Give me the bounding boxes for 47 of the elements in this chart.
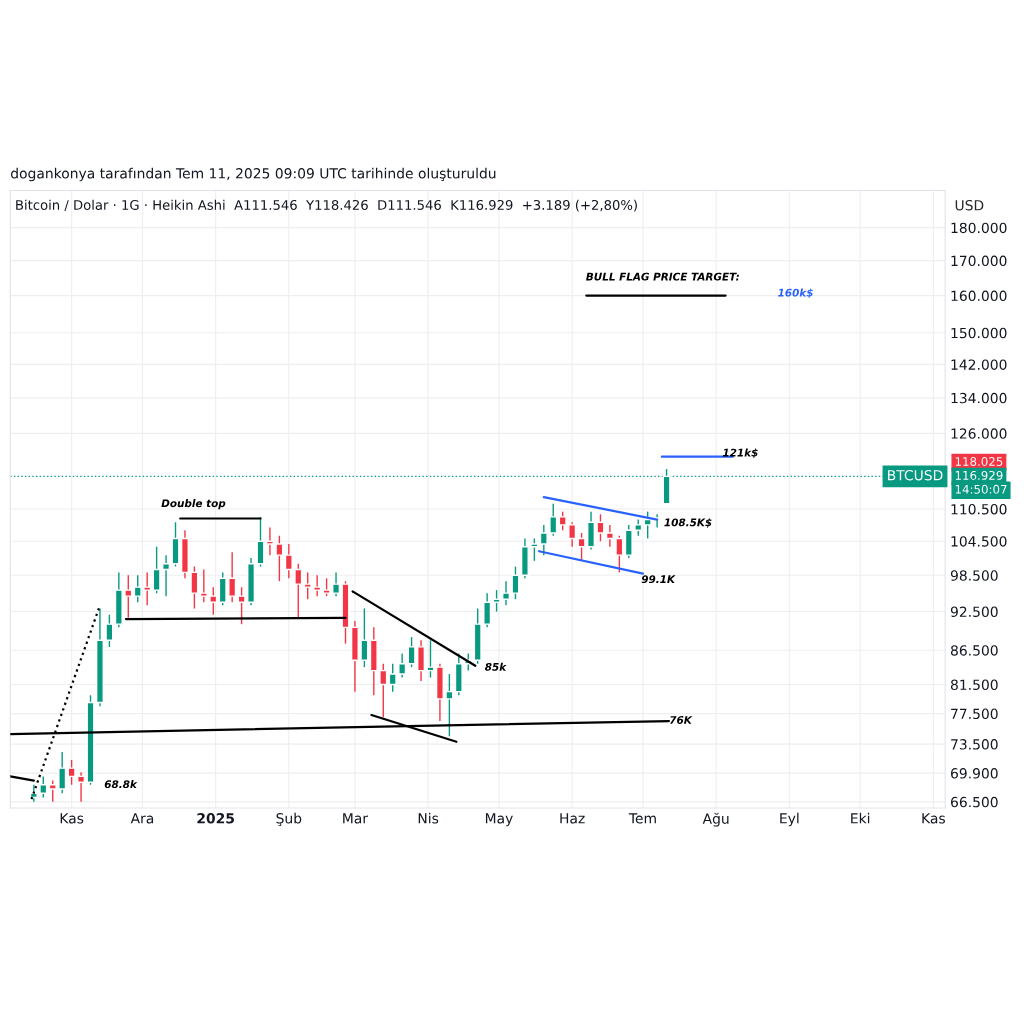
y-tick-label: 160.000	[951, 290, 1007, 302]
chart-title: dogankonya tarafından Tem 11, 2025 09:09 UTC tarihinde oluşturuldu	[11, 167, 496, 182]
y-tick-label: 81.500	[950, 679, 998, 691]
y-tick-label: 180.000	[951, 222, 1007, 234]
candlestick	[643, 510, 652, 540]
text: Bitcoin / Dolar · 1G · Heikin Ashi A111.546 Y118.426 D111.546 K116.929 +3.189 (+2,80%)	[16, 199, 637, 212]
annotation: BULL FLAG PRICE TARGET:	[586, 272, 739, 281]
ref-line-label: BTCUSD	[888, 469, 943, 481]
annotation: 68.8k	[104, 780, 138, 789]
text: 116.929	[955, 470, 1003, 480]
x-tick-label: May	[485, 813, 513, 827]
y-tick-label: 69.900	[950, 768, 998, 779]
y-tick-label: 170.000	[951, 255, 1007, 267]
y-tick-label: 150.000	[951, 327, 1007, 339]
y-tick-label: 134.000	[951, 392, 1007, 404]
annotation: 121k$	[722, 448, 758, 458]
annotation: 160k$	[778, 288, 813, 298]
x-tick-label: Ara	[130, 813, 154, 824]
x-tick-label: Haz	[560, 813, 585, 824]
x-tick-label: 2025	[197, 813, 234, 824]
x-tick-label: Tem	[628, 813, 656, 824]
x-tick-label: Kas	[922, 813, 945, 824]
annotation: 108.5K$	[664, 518, 712, 528]
annotation: Double top	[161, 499, 226, 510]
x-tick-label: Kas	[60, 813, 84, 824]
x-tick-label: Eyl	[780, 812, 799, 827]
annotation: 76K	[670, 716, 693, 724]
y-tick-label: 92.500	[950, 606, 998, 618]
y-axis-title: USD	[955, 199, 984, 211]
x-tick-label: Nis	[418, 812, 439, 824]
y-tick-label: 110.500	[951, 504, 1007, 515]
x-tick-label: Ağu	[702, 812, 729, 827]
annotation: 85k	[484, 662, 507, 671]
x-tick-label: Eki	[851, 812, 870, 824]
y-tick-label: 104.500	[951, 536, 1007, 547]
annotation: 99.1K	[641, 575, 676, 584]
y-tick-label: 86.500	[950, 645, 998, 656]
text: 14:50:07	[955, 484, 1007, 494]
x-tick-label: Şub	[276, 812, 302, 827]
y-tick-label: 77.500	[951, 708, 998, 720]
y-tick-label: 66.500	[950, 796, 998, 808]
text: 118.025	[955, 457, 1003, 466]
y-tick-label: 142.000	[951, 359, 1007, 370]
y-tick-label: 126.000	[951, 428, 1007, 439]
y-tick-label: 73.500	[951, 739, 998, 750]
y-tick-label: 98.500	[950, 570, 998, 581]
x-tick-label: Mar	[343, 813, 369, 824]
